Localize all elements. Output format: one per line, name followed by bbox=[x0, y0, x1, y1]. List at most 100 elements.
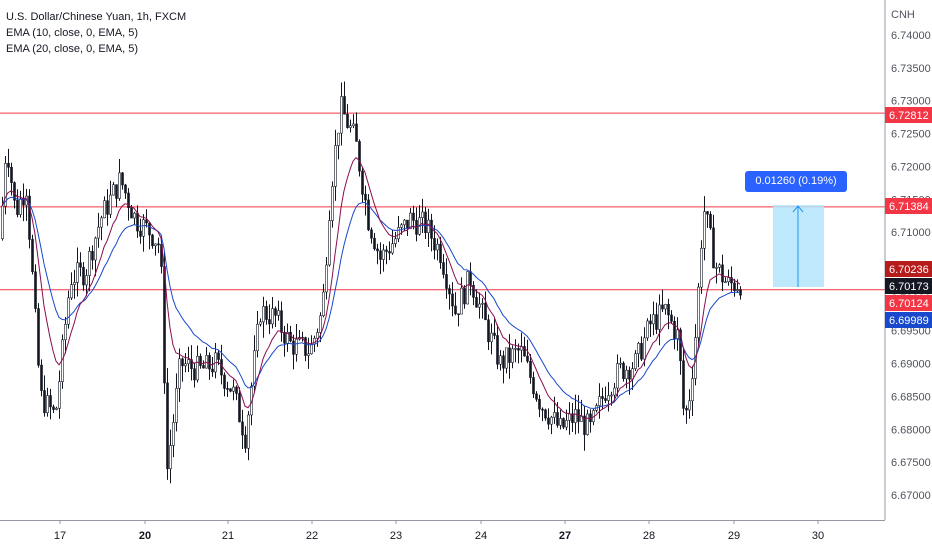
candle-body bbox=[730, 277, 733, 284]
candle-body bbox=[613, 387, 616, 396]
candle-body bbox=[385, 249, 388, 252]
candle-body bbox=[412, 212, 415, 221]
candle-body bbox=[247, 414, 250, 449]
candle-body bbox=[358, 141, 361, 172]
price-tick-label: 6.73000 bbox=[891, 96, 931, 108]
ema-10-line bbox=[1, 156, 741, 420]
candle-body bbox=[19, 198, 22, 215]
symbol-title: U.S. Dollar/Chinese Yuan, 1h, FXCM bbox=[6, 11, 187, 23]
candle-body bbox=[262, 306, 265, 323]
price-tick-label: 6.74000 bbox=[891, 30, 931, 42]
candle-body bbox=[514, 348, 517, 350]
price-tick-label: 6.67000 bbox=[891, 490, 931, 502]
candle-body bbox=[604, 398, 607, 401]
candle-body bbox=[121, 172, 124, 186]
candle-body bbox=[439, 243, 442, 263]
candle-body bbox=[10, 166, 13, 183]
candle-body bbox=[400, 224, 403, 228]
candle-body bbox=[517, 348, 520, 351]
candle-body bbox=[4, 163, 7, 207]
candle-body bbox=[709, 213, 712, 229]
candle-body bbox=[76, 262, 79, 283]
time-tick-label: 30 bbox=[812, 530, 824, 542]
candle-body bbox=[391, 243, 394, 254]
candle-body bbox=[454, 305, 457, 315]
candle-body bbox=[493, 332, 496, 336]
candle-body bbox=[133, 212, 136, 219]
candle-body bbox=[109, 194, 112, 215]
candle-body bbox=[322, 291, 325, 317]
candle-body bbox=[283, 332, 286, 344]
price-tick-label: 6.69000 bbox=[891, 359, 931, 371]
candle-body bbox=[478, 303, 481, 308]
candle-body bbox=[229, 388, 232, 392]
candle-body bbox=[172, 422, 175, 446]
candle-body bbox=[220, 359, 223, 376]
candle-body bbox=[436, 243, 439, 251]
time-tick-label: 22 bbox=[306, 530, 318, 542]
candle-body bbox=[370, 229, 373, 239]
candle-body bbox=[157, 243, 160, 246]
candle-body bbox=[643, 337, 646, 360]
candle-body bbox=[682, 360, 685, 409]
candle-body bbox=[601, 396, 604, 399]
candle-body bbox=[583, 415, 586, 435]
price-tag-bg bbox=[885, 198, 932, 214]
candle-body bbox=[649, 320, 652, 325]
candle-body bbox=[118, 172, 121, 199]
candle-body bbox=[691, 378, 694, 402]
candle-body bbox=[112, 184, 115, 196]
candle-body bbox=[292, 340, 295, 355]
candle-body bbox=[58, 381, 61, 409]
candle-body bbox=[715, 267, 718, 269]
candle-body bbox=[280, 310, 283, 333]
candle-body bbox=[724, 281, 727, 284]
candle-body bbox=[721, 264, 724, 283]
candle-body bbox=[433, 238, 436, 251]
time-axis-ticks: 17 20 21 22 23 24 27 28 29 30 bbox=[54, 520, 824, 542]
candle-body bbox=[154, 243, 157, 247]
candle-body bbox=[553, 412, 556, 418]
candle-body bbox=[103, 200, 106, 219]
candle-body bbox=[238, 393, 241, 423]
price-tick-label: 6.72000 bbox=[891, 161, 931, 173]
candle-body bbox=[190, 359, 193, 369]
candle-body bbox=[115, 184, 118, 199]
candle-body bbox=[226, 388, 229, 390]
candle-body bbox=[175, 388, 178, 423]
candle-body bbox=[586, 413, 589, 435]
candle-body bbox=[334, 145, 337, 187]
candle-body bbox=[688, 400, 691, 411]
candle-body bbox=[664, 304, 667, 310]
candle-body bbox=[208, 355, 211, 370]
candle-body bbox=[352, 123, 355, 127]
candle-body bbox=[460, 287, 463, 315]
candle-body bbox=[628, 369, 631, 380]
candle-body bbox=[523, 346, 526, 357]
ema-10-legend: EMA (10, close, 0, EMA, 5) bbox=[6, 27, 139, 39]
candle-body bbox=[640, 342, 643, 360]
candle-body bbox=[361, 170, 364, 195]
candle-body bbox=[685, 408, 688, 411]
candle-body bbox=[241, 421, 244, 436]
measure-label: 0.01260 (0.19%) 126.0 bbox=[745, 171, 847, 208]
candle-body bbox=[379, 250, 382, 260]
candle-body bbox=[568, 413, 571, 421]
candle-body bbox=[424, 211, 427, 234]
candle-body bbox=[562, 418, 565, 428]
candle-body bbox=[94, 237, 97, 261]
candle-body bbox=[349, 125, 352, 128]
candle-body bbox=[565, 420, 568, 428]
candle-body bbox=[550, 416, 553, 425]
candle-body bbox=[31, 239, 34, 273]
candle-body bbox=[331, 186, 334, 221]
candle-body bbox=[1, 205, 4, 240]
candle-body bbox=[67, 297, 70, 325]
candle-body bbox=[658, 304, 661, 330]
ema-20-legend: EMA (20, close, 0, EMA, 5) bbox=[6, 43, 139, 55]
candle-body bbox=[625, 369, 628, 380]
candle-body bbox=[337, 132, 340, 146]
candle-body bbox=[136, 212, 139, 232]
candle-body bbox=[73, 282, 76, 285]
